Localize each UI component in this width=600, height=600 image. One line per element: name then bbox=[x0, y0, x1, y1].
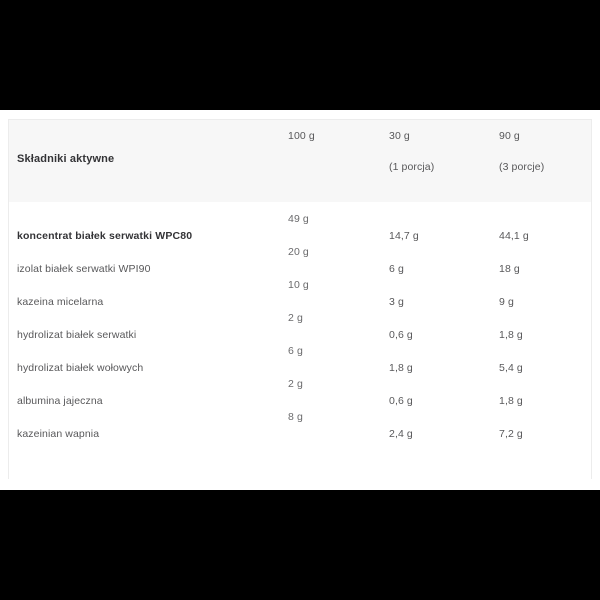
table-cell-per100g: 8 g bbox=[288, 411, 303, 423]
table-cell-per30g: 0,6 g bbox=[389, 329, 413, 341]
letterbox-bar-top bbox=[0, 0, 600, 110]
column-header-amount-1: 100 g bbox=[288, 130, 315, 142]
table-row-label: kazeina micelarna bbox=[17, 296, 104, 308]
table-cell-per30g: 3 g bbox=[389, 296, 404, 308]
table-row-label: izolat białek serwatki WPI90 bbox=[17, 263, 151, 275]
table-cell-per90g: 5,4 g bbox=[499, 362, 523, 374]
active-ingredients-table: Składniki aktywne 100 g 30 g (1 porcja) … bbox=[8, 119, 592, 479]
table-cell-per30g: 2,4 g bbox=[389, 428, 413, 440]
table-cell-per90g: 44,1 g bbox=[499, 230, 529, 242]
column-header-sub-3: (3 porcje) bbox=[499, 161, 545, 173]
table-cell-per90g: 1,8 g bbox=[499, 329, 523, 341]
table-title: Składniki aktywne bbox=[17, 153, 115, 165]
table-body: 49 g koncentrat białek serwatki WPC80 14… bbox=[9, 202, 591, 479]
table-cell-per30g: 14,7 g bbox=[389, 230, 419, 242]
table-row-label: hydrolizat białek wołowych bbox=[17, 362, 144, 374]
table-cell-per90g: 1,8 g bbox=[499, 395, 523, 407]
table-row-label: hydrolizat białek serwatki bbox=[17, 329, 137, 341]
table-cell-per90g: 7,2 g bbox=[499, 428, 523, 440]
table-cell-per100g: 49 g bbox=[288, 213, 309, 225]
table-cell-per30g: 0,6 g bbox=[389, 395, 413, 407]
content-area: Składniki aktywne 100 g 30 g (1 porcja) … bbox=[0, 110, 600, 490]
table-row-label: kazeinian wapnia bbox=[17, 428, 100, 440]
table-cell-per100g: 10 g bbox=[288, 279, 309, 291]
table-cell-per30g: 1,8 g bbox=[389, 362, 413, 374]
table-cell-per100g: 20 g bbox=[288, 246, 309, 258]
table-row-label: albumina jajeczna bbox=[17, 395, 103, 407]
table-cell-per30g: 6 g bbox=[389, 263, 404, 275]
column-header-sub-2: (1 porcja) bbox=[389, 161, 435, 173]
table-header: Składniki aktywne 100 g 30 g (1 porcja) … bbox=[9, 120, 591, 202]
table-cell-per100g: 6 g bbox=[288, 345, 303, 357]
column-header-amount-3: 90 g bbox=[499, 130, 520, 142]
table-cell-per100g: 2 g bbox=[288, 312, 303, 324]
table-cell-per90g: 9 g bbox=[499, 296, 514, 308]
table-row-label: koncentrat białek serwatki WPC80 bbox=[17, 230, 193, 242]
column-header-amount-2: 30 g bbox=[389, 130, 410, 142]
table-cell-per90g: 18 g bbox=[499, 263, 520, 275]
letterbox-bar-bottom bbox=[0, 490, 600, 600]
table-cell-per100g: 2 g bbox=[288, 378, 303, 390]
